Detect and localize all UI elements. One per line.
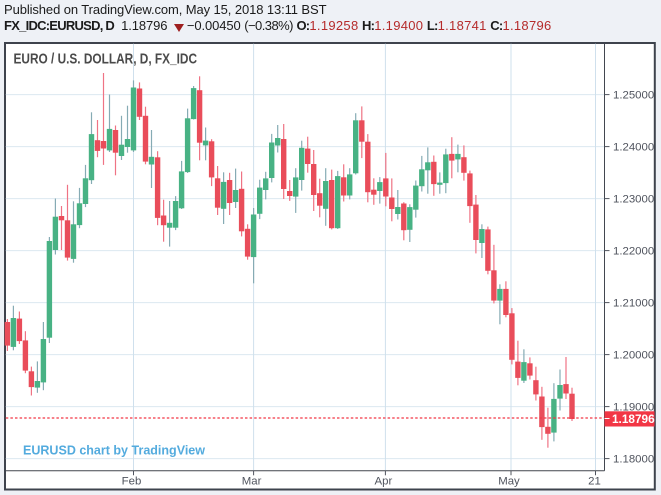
svg-text:Apr: Apr xyxy=(375,476,393,488)
svg-text:Mar: Mar xyxy=(242,476,262,488)
svg-text:1.25000: 1.25000 xyxy=(613,89,654,101)
svg-text:1.18796: 1.18796 xyxy=(612,412,655,426)
svg-text:May: May xyxy=(498,476,520,488)
svg-text:1.23000: 1.23000 xyxy=(613,193,654,205)
svg-text:1.20000: 1.20000 xyxy=(613,349,654,361)
svg-text:EURO / U.S. DOLLAR, D, FX_IDC: EURO / U.S. DOLLAR, D, FX_IDC xyxy=(14,51,198,68)
svg-text:EURUSD chart by TradingView: EURUSD chart by TradingView xyxy=(23,443,206,458)
svg-text:1.19000: 1.19000 xyxy=(613,401,654,413)
svg-text:1.18000: 1.18000 xyxy=(613,453,654,465)
svg-text:21: 21 xyxy=(588,476,601,488)
svg-text:Feb: Feb xyxy=(122,476,142,488)
svg-text:1.24000: 1.24000 xyxy=(613,141,654,153)
svg-text:1.22000: 1.22000 xyxy=(613,245,654,257)
svg-text:1.21000: 1.21000 xyxy=(613,297,654,309)
